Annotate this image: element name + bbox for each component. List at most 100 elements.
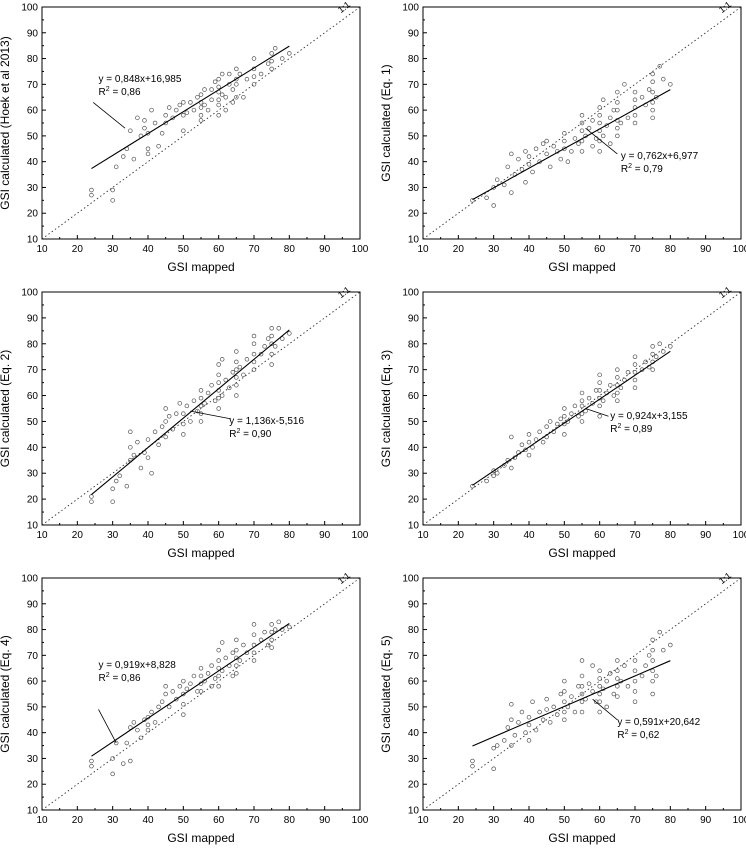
data-point [526, 439, 532, 445]
data-point [163, 434, 168, 440]
data-point [251, 351, 257, 357]
r-squared-symbol: R [617, 730, 624, 741]
data-point [657, 629, 662, 635]
x-tick-label: 90 [700, 244, 712, 255]
data-point [650, 100, 655, 105]
x-tick-label: 30 [488, 815, 500, 826]
r-squared-value: = 0,86 [110, 87, 141, 98]
data-point [562, 699, 567, 704]
data-point [181, 691, 186, 697]
data-point [202, 87, 207, 92]
data-point [272, 45, 278, 51]
x-tick-label: 10 [36, 815, 48, 826]
data-point [135, 439, 140, 445]
data-point [597, 372, 602, 378]
x-tick-label: 20 [453, 244, 465, 255]
data-point [650, 351, 655, 357]
data-point [89, 499, 94, 504]
data-point [159, 131, 165, 136]
data-point [223, 655, 228, 661]
data-point [241, 642, 246, 648]
data-point [241, 372, 246, 378]
data-point [572, 403, 578, 409]
data-point [269, 325, 274, 331]
data-point [597, 676, 602, 681]
data-point [135, 115, 140, 121]
data-point [184, 686, 190, 692]
data-point [216, 372, 221, 378]
data-point [600, 97, 606, 103]
y-tick-label: 90 [408, 599, 420, 610]
r-squared-value: = 0,90 [240, 429, 271, 440]
data-point [152, 429, 158, 435]
data-point [121, 154, 126, 159]
data-point [237, 71, 243, 77]
data-point [265, 336, 271, 341]
x-tick-label: 40 [142, 530, 154, 541]
chart-panel-4: 10 20 30 40 50 60 70 80 90 100 10 20 30 40 50 60 70 80 90 1… [379, 284, 746, 560]
y-tick-label: 100 [21, 574, 38, 585]
data-point [272, 627, 278, 632]
data-point [579, 149, 585, 154]
data-point [163, 691, 168, 697]
data-point [590, 663, 595, 668]
data-point [216, 97, 221, 103]
x-tick-label: 40 [523, 815, 535, 826]
data-point [632, 689, 638, 694]
data-point [650, 678, 655, 684]
x-tick-label: 50 [559, 530, 571, 541]
data-point [149, 709, 154, 715]
y-tick-label: 40 [408, 157, 420, 168]
data-point [269, 362, 274, 367]
data-point [502, 738, 507, 743]
data-point [227, 385, 232, 391]
data-point [632, 668, 638, 674]
data-point [597, 388, 602, 393]
y-tick-label: 90 [27, 313, 39, 324]
data-point [251, 56, 257, 61]
data-point [579, 390, 585, 396]
x-tick-label: 70 [629, 530, 641, 541]
data-point [230, 673, 236, 679]
data-point [216, 684, 221, 689]
data-point [544, 424, 549, 429]
data-point [632, 370, 638, 375]
data-point [562, 414, 567, 419]
data-point [632, 362, 638, 367]
annotation-leader [92, 102, 126, 129]
data-point [639, 94, 645, 100]
regression-line [472, 660, 671, 747]
r-squared: R2 = 0,62 [617, 729, 659, 741]
x-tick-label: 20 [72, 815, 84, 826]
data-point [262, 344, 267, 349]
y-tick-label: 100 [402, 288, 419, 299]
data-point [491, 473, 496, 479]
y-tick-label: 50 [408, 702, 420, 713]
x-tick-label: 100 [733, 530, 746, 541]
data-point [258, 71, 264, 77]
data-point [198, 689, 204, 694]
data-point [586, 681, 592, 686]
data-point [142, 118, 147, 123]
data-point [661, 76, 666, 82]
data-point [113, 164, 119, 170]
data-point [611, 393, 617, 398]
data-point [227, 71, 232, 77]
data-point [219, 640, 225, 645]
data-point [470, 758, 475, 764]
x-axis-label: GSI mapped [548, 831, 615, 845]
data-point [523, 180, 528, 185]
x-tick-label: 40 [142, 815, 154, 826]
data-point [216, 113, 221, 118]
data-point [558, 691, 564, 697]
y-tick-label: 40 [27, 728, 39, 739]
r-squared: R2 = 0,86 [99, 86, 141, 98]
data-point [523, 149, 528, 154]
data-point [547, 720, 553, 725]
y-tick-label: 70 [27, 80, 39, 91]
data-point [555, 712, 560, 717]
data-point [470, 198, 475, 203]
data-point [639, 673, 645, 679]
y-tick-label: 20 [27, 209, 39, 220]
data-point [216, 102, 221, 108]
